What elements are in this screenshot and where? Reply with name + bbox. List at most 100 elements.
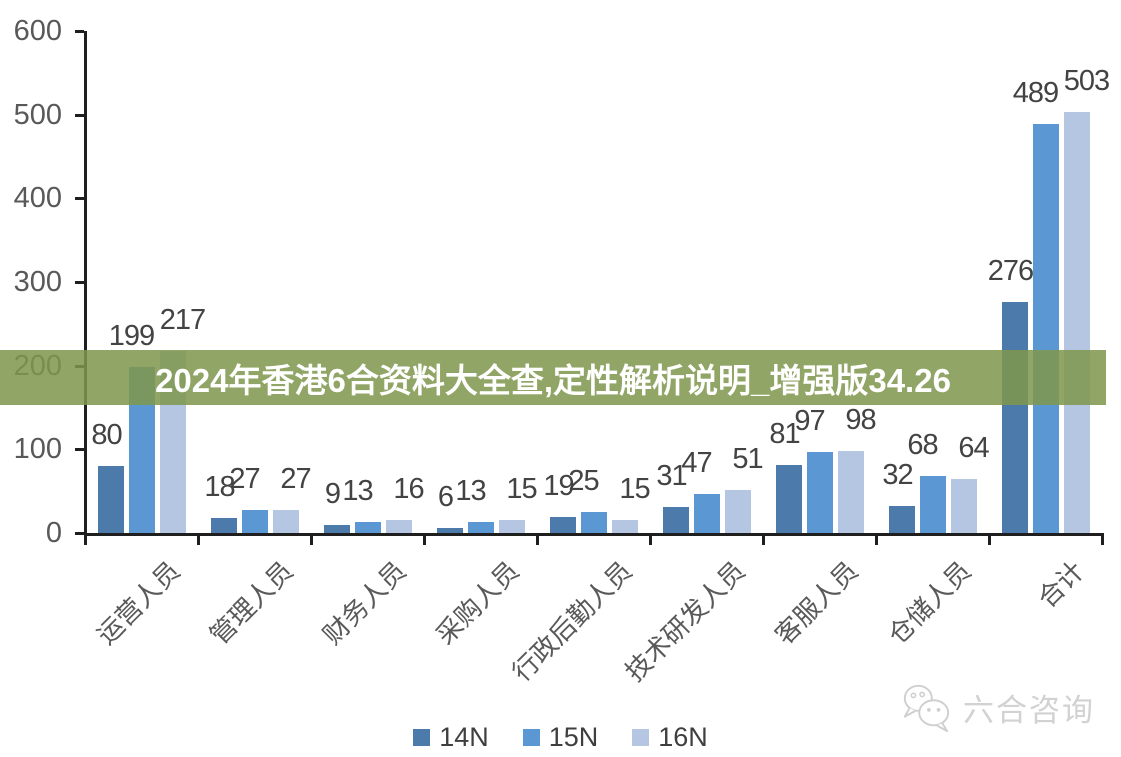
y-axis-tick xyxy=(75,197,84,201)
bar-value-label: 97 xyxy=(794,404,825,437)
bar xyxy=(1032,123,1059,533)
bar xyxy=(775,465,802,533)
bar-value-label: 217 xyxy=(159,304,206,337)
category-label: 仓储人员 xyxy=(882,555,978,651)
category-label: 采购人员 xyxy=(430,555,526,651)
y-axis-tick-label: 400 xyxy=(13,182,62,215)
y-axis-tick-label: 100 xyxy=(13,433,62,466)
bar xyxy=(97,466,124,533)
bar xyxy=(693,493,720,533)
y-axis-line xyxy=(84,31,87,536)
x-axis-line xyxy=(84,533,1104,536)
bar-value-label: 9 xyxy=(324,478,341,511)
bar xyxy=(837,451,864,533)
x-axis-tick xyxy=(1100,536,1104,545)
bar xyxy=(611,520,638,533)
bar xyxy=(323,525,350,533)
bar-value-label: 6 xyxy=(437,480,454,513)
bar xyxy=(806,451,833,533)
bar-value-label: 64 xyxy=(958,432,989,465)
y-axis-tick-label: 500 xyxy=(13,98,62,131)
bar-value-label: 31 xyxy=(656,460,687,493)
category-label: 财务人员 xyxy=(317,555,413,651)
title-banner: 2024年香港6合资料大全查,定性解析说明_增强版34.26 xyxy=(0,350,1106,405)
category-label: 行政后勤人员 xyxy=(506,555,639,688)
x-axis-tick xyxy=(648,536,652,545)
legend-label: 15N xyxy=(548,722,599,752)
x-axis-tick xyxy=(987,536,991,545)
bar-value-label: 47 xyxy=(681,446,712,479)
y-axis-tick xyxy=(75,113,84,117)
bar xyxy=(1063,112,1090,533)
legend-item: 16N xyxy=(632,722,708,753)
bar-value-label: 32 xyxy=(882,459,913,492)
bar-value-label: 15 xyxy=(619,473,650,506)
x-axis-tick xyxy=(535,536,539,545)
bar-value-label: 13 xyxy=(342,475,373,508)
bar-value-label: 13 xyxy=(455,475,486,508)
x-axis-tick xyxy=(422,536,426,545)
bar-value-label: 27 xyxy=(280,463,311,496)
bar xyxy=(580,512,607,533)
bar xyxy=(272,510,299,533)
bar xyxy=(724,490,751,533)
bar-value-label: 199 xyxy=(108,319,155,352)
bar-value-label: 68 xyxy=(907,429,938,462)
legend-item: 15N xyxy=(522,722,599,753)
category-label: 技术研发人员 xyxy=(619,555,752,688)
bar-value-label: 80 xyxy=(91,419,122,452)
y-axis-tick-label: 600 xyxy=(13,15,62,47)
bar-value-label: 19 xyxy=(543,470,574,503)
bar xyxy=(950,479,977,533)
bar xyxy=(1001,302,1028,533)
y-axis-tick xyxy=(75,532,84,535)
y-axis-tick xyxy=(75,281,84,284)
bar-value-label: 25 xyxy=(568,465,599,498)
bar-value-label: 51 xyxy=(732,443,763,476)
legend-item: 14N xyxy=(413,722,489,753)
bar-value-label: 489 xyxy=(1012,76,1059,109)
bar-value-label: 503 xyxy=(1063,65,1110,98)
y-axis-tick xyxy=(75,448,84,452)
bar xyxy=(241,510,268,533)
x-axis-tick xyxy=(309,536,313,545)
bar-value-label: 98 xyxy=(845,404,876,436)
y-axis-tick-label: 300 xyxy=(13,266,62,298)
x-axis-tick xyxy=(874,536,878,545)
bar-value-label: 276 xyxy=(987,255,1034,288)
category-label: 客服人员 xyxy=(769,555,865,651)
bar-value-label: 81 xyxy=(769,418,800,451)
bar xyxy=(498,520,525,533)
x-axis-tick xyxy=(761,536,765,545)
legend-swatch xyxy=(522,729,540,746)
legend-label: 16N xyxy=(658,722,708,752)
category-label: 运营人员 xyxy=(91,555,187,651)
y-axis-tick xyxy=(75,30,84,33)
watermark: 六合咨询 xyxy=(897,680,1095,734)
legend-swatch xyxy=(413,729,431,746)
category-label: 合计 xyxy=(1032,555,1091,614)
category-label: 管理人员 xyxy=(204,555,300,651)
bar-value-label: 16 xyxy=(393,472,424,505)
title-banner-text: 2024年香港6合资料大全查,定性解析说明_增强版34.26 xyxy=(155,361,951,399)
legend-swatch xyxy=(632,729,650,746)
watermark-text: 六合咨询 xyxy=(963,692,1095,728)
bar xyxy=(919,476,946,533)
chat-bubbles-icon xyxy=(897,680,955,734)
bar xyxy=(354,522,381,533)
bar xyxy=(436,527,463,533)
bar-value-label: 18 xyxy=(204,470,235,503)
bar-value-label: 15 xyxy=(506,473,537,506)
bar-value-label: 27 xyxy=(229,463,260,496)
bar xyxy=(662,507,689,533)
legend: 14N 15N 16N xyxy=(0,722,1121,753)
y-axis-tick-label: 0 xyxy=(45,517,62,549)
bar xyxy=(210,517,237,533)
bar xyxy=(385,519,412,533)
bar xyxy=(549,517,576,533)
bar xyxy=(888,506,915,533)
bar xyxy=(467,522,494,533)
x-axis-tick xyxy=(83,536,87,545)
